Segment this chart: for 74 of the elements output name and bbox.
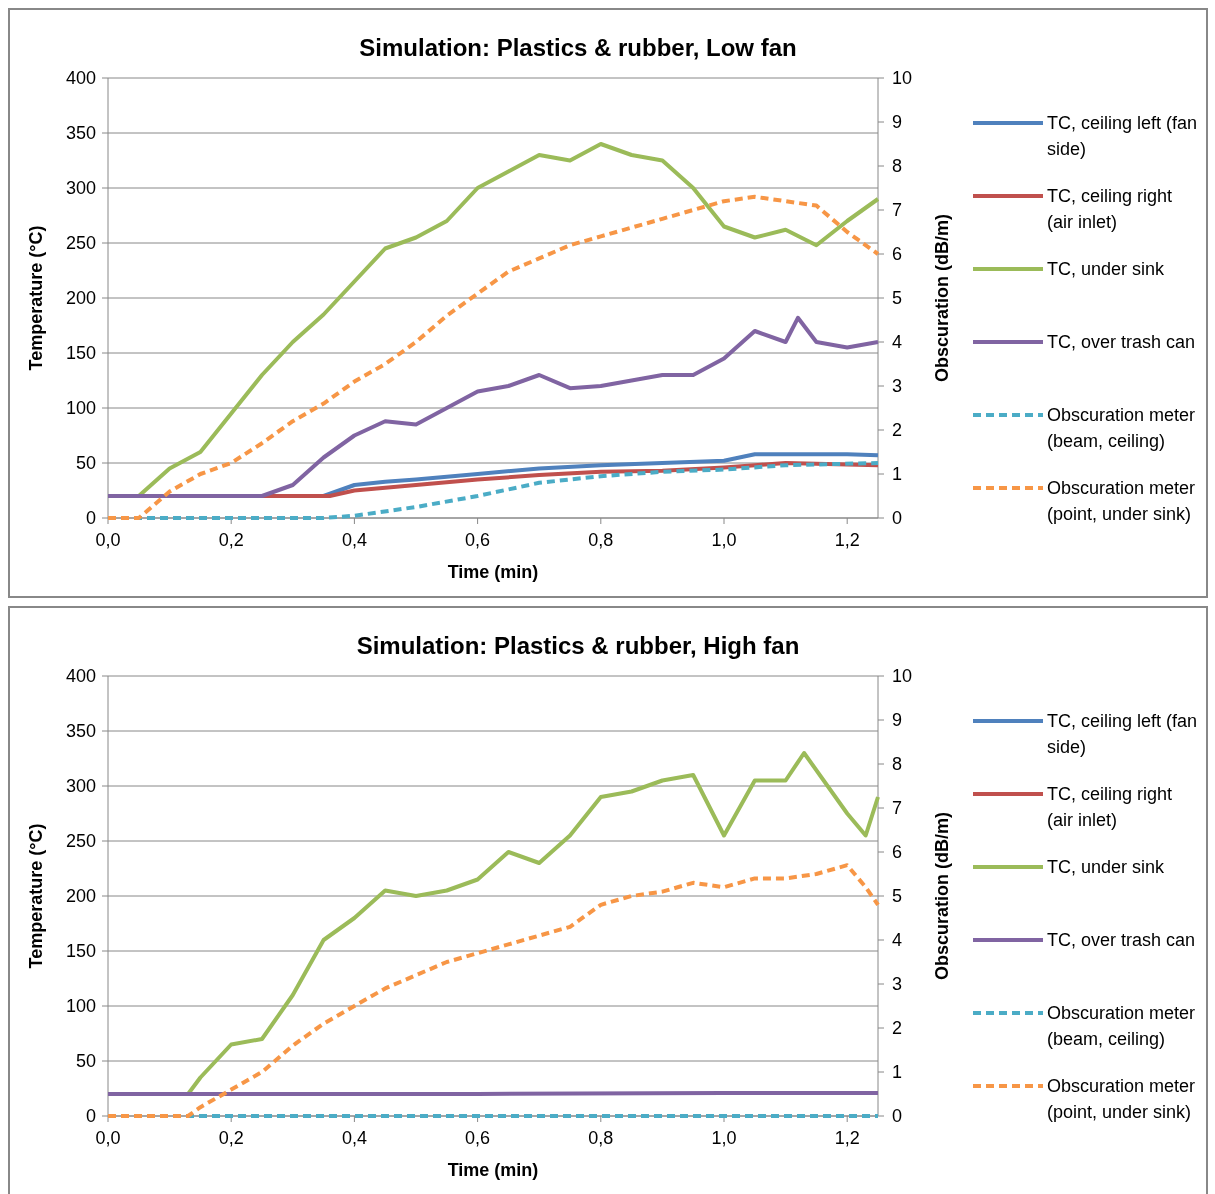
y-tick-label: 100 (65, 996, 96, 1016)
y2-tick-label: 10 (892, 666, 913, 686)
y-tick-label: 400 (65, 68, 96, 88)
x-axis-title: Time (min) (447, 562, 539, 582)
y2-tick-label: 9 (892, 112, 903, 132)
x-tick-label: 0,0 (95, 1128, 121, 1148)
y2-tick-label: 0 (892, 1106, 903, 1126)
y2-tick-label: 4 (892, 332, 903, 352)
y-tick-label: 0 (85, 1106, 96, 1126)
y2-tick-label: 3 (892, 974, 903, 994)
y2-tick-label: 7 (892, 798, 903, 818)
y2-tick-label: 8 (892, 156, 903, 176)
y2-tick-label: 5 (892, 886, 903, 906)
legend-label: TC, ceiling right (air inlet) (1047, 784, 1173, 830)
legend-label: Obscuration meter (point, under sink) (1047, 1076, 1196, 1122)
x-tick-label: 0,6 (465, 530, 491, 550)
legend-label: Obscuration meter (point, under sink) (1047, 478, 1196, 524)
y2-tick-label: 1 (892, 1062, 903, 1082)
legend-label: Obscuration meter (beam, ceiling) (1047, 405, 1196, 451)
y2-tick-label: 8 (892, 754, 903, 774)
y2-tick-label: 7 (892, 200, 903, 220)
y-tick-label: 250 (65, 831, 96, 851)
x-tick-label: 0,4 (341, 1128, 367, 1148)
legend-label: TC, under sink (1047, 259, 1166, 279)
x-axis-title: Time (min) (447, 1160, 539, 1180)
y-tick-label: 0 (85, 508, 96, 528)
y-tick-label: 350 (65, 123, 96, 143)
y-tick-label: 50 (75, 1051, 96, 1071)
y2-tick-label: 3 (892, 376, 903, 396)
y2-tick-label: 10 (892, 68, 913, 88)
y2-axis-title: Obscuration (dB/m) (932, 213, 952, 383)
x-tick-label: 0,2 (218, 1128, 244, 1148)
x-tick-label: 1,0 (711, 530, 737, 550)
y-tick-label: 400 (65, 666, 96, 686)
y-axis-title: Temperature (°C) (26, 225, 46, 371)
x-tick-label: 0,4 (341, 530, 367, 550)
y-tick-label: 150 (65, 343, 96, 363)
y-tick-label: 100 (65, 398, 96, 418)
x-tick-label: 0,6 (465, 1128, 491, 1148)
legend-label: TC, over trash can (1047, 332, 1196, 352)
y2-tick-label: 1 (892, 464, 903, 484)
y-tick-label: 250 (65, 233, 96, 253)
y2-axis-title: Obscuration (dB/m) (932, 811, 952, 981)
legend-label: TC, over trash can (1047, 930, 1196, 950)
y-tick-label: 50 (75, 453, 96, 473)
chart-title: Simulation: Plastics & rubber, High fan (356, 632, 800, 659)
x-tick-label: 1,2 (834, 530, 860, 550)
y2-tick-label: 5 (892, 288, 903, 308)
y-axis-title: Temperature (°C) (26, 823, 46, 969)
legend-label: TC, under sink (1047, 857, 1166, 877)
y-tick-label: 200 (65, 288, 96, 308)
y-tick-label: 300 (65, 178, 96, 198)
y-tick-label: 150 (65, 941, 96, 961)
y2-tick-label: 2 (892, 1018, 903, 1038)
y-tick-label: 350 (65, 721, 96, 741)
x-tick-label: 0,0 (95, 530, 121, 550)
x-tick-label: 0,8 (588, 1128, 614, 1148)
x-tick-label: 1,0 (711, 1128, 737, 1148)
y-tick-label: 200 (65, 886, 96, 906)
y2-tick-label: 2 (892, 420, 903, 440)
y2-tick-label: 6 (892, 244, 903, 264)
legend-label: TC, ceiling left (fan side) (1047, 711, 1198, 757)
chart-title: Simulation: Plastics & rubber, Low fan (359, 34, 797, 61)
y2-tick-label: 0 (892, 508, 903, 528)
y-tick-label: 300 (65, 776, 96, 796)
x-tick-label: 1,2 (834, 1128, 860, 1148)
legend-label: TC, ceiling left (fan side) (1047, 113, 1198, 159)
legend-label: Obscuration meter (beam, ceiling) (1047, 1003, 1196, 1049)
y2-tick-label: 9 (892, 710, 903, 730)
legend-label: TC, ceiling right (air inlet) (1047, 186, 1173, 232)
x-tick-label: 0,8 (588, 530, 614, 550)
y2-tick-label: 4 (892, 930, 903, 950)
x-tick-label: 0,2 (218, 530, 244, 550)
y2-tick-label: 6 (892, 842, 903, 862)
